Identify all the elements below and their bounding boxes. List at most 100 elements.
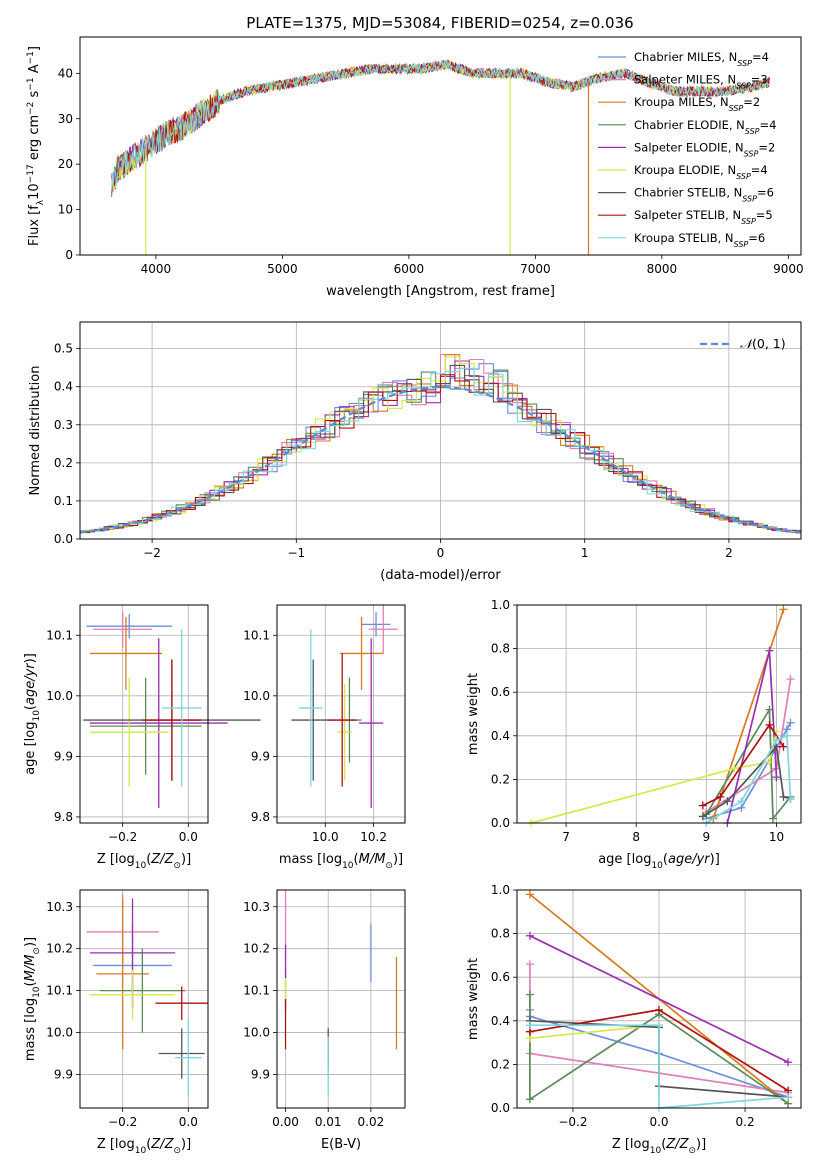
weight-series-line	[529, 935, 789, 1063]
x-tick-label: 7000	[520, 262, 551, 276]
y-axis-label: Normed distribution	[28, 366, 43, 496]
x-axis-label: Z [log10(Z/Z⊙)]	[97, 852, 191, 871]
mass_weight_vs_Z-axes: −0.2 0.0 0.2 0.0 0.2 0.4 0.6 0.8 1.0	[491, 883, 801, 1129]
mass_weight_vs_age-axes: 7 8 9 10 0.0 0.2 0.4 0.6 0.8 1.0	[491, 598, 801, 844]
x-tick-label: −0.2	[108, 1115, 137, 1129]
x-tick-label: −0.2	[558, 1115, 587, 1129]
axes-frame	[79, 36, 802, 256]
x-axis-label: (data-model)/error	[380, 568, 501, 583]
x-tick-label: 0.02	[358, 1115, 385, 1129]
y-tick-label: 10.0	[46, 1026, 73, 1040]
y-tick-label: 10.1	[46, 628, 73, 642]
x-axis-label: Z [log10(Z/Z⊙)]	[97, 1137, 191, 1156]
weight-marker	[765, 646, 774, 655]
age_vs_Z-points	[83, 611, 261, 808]
y-tick-label: 0.4	[491, 1014, 510, 1028]
x-tick-label: 8	[632, 830, 640, 844]
legend-label: Chabrier ELODIE, NSSP=4	[634, 118, 776, 136]
weight-marker	[525, 960, 534, 969]
histogram-series	[80, 364, 801, 534]
age_vs_mass-points	[291, 605, 398, 808]
y-tick-label: 0.5	[54, 342, 73, 356]
y-tick-label: 9.8	[54, 810, 73, 824]
y-tick-label: 10.2	[243, 942, 270, 956]
x-tick-label: 9	[703, 830, 711, 844]
histogram-series	[80, 374, 801, 535]
y-tick-label: 0.8	[491, 927, 510, 941]
y-tick-label: 9.8	[251, 810, 270, 824]
weight-marker	[768, 814, 777, 823]
x-tick-label: 0.0	[179, 1115, 198, 1129]
y-tick-label: 10.1	[46, 984, 73, 998]
y-tick-label: 10.0	[243, 1026, 270, 1040]
legend-label: Kroupa ELODIE, NSSP=4	[634, 163, 768, 181]
y-axis-label: mass weight	[466, 673, 481, 755]
y-tick-label: 0.0	[491, 816, 510, 830]
weight-marker	[723, 797, 732, 806]
legend: Chabrier MILES, NSSP=4 Salpeter MILES, NS…	[598, 50, 776, 248]
weight-marker	[786, 675, 795, 684]
x-tick-label: 0.0	[649, 1115, 668, 1129]
weight-marker	[716, 792, 725, 801]
x-tick-label: 10	[769, 830, 784, 844]
x-axis-label: E(B-V)	[321, 1137, 361, 1152]
y-tick-label: 0.6	[491, 970, 510, 984]
weight-series-line	[706, 722, 792, 820]
weight-marker	[784, 1058, 793, 1067]
spectrum-lines	[111, 58, 770, 255]
weight-marker	[779, 742, 788, 751]
x-tick-label: −2	[143, 546, 161, 560]
weight-marker	[698, 812, 707, 821]
x-tick-label: 10.2	[360, 830, 387, 844]
y-tick-label: 10.0	[46, 689, 73, 703]
y-tick-label: 10.1	[243, 628, 270, 642]
y-tick-label: 10	[58, 203, 73, 217]
y-axis-label: mass weight	[466, 958, 481, 1040]
x-axis-label: wavelength [Angstrom, rest frame]	[326, 284, 555, 299]
y-tick-label: 40	[58, 66, 73, 80]
legend-label: Chabrier STELIB, NSSP=6	[634, 186, 774, 204]
x-tick-label: 5000	[267, 262, 298, 276]
x-axis-label: mass [log10(M/M⊙)]	[279, 852, 403, 871]
weight-series-line	[529, 1024, 789, 1109]
mass_vs_Z-axes: −0.2 0.0 9.9 10.0 10.1 10.2 10.3	[46, 890, 208, 1129]
x-tick-label: 6000	[394, 262, 425, 276]
mass_weight_vs_Z-lines	[525, 890, 793, 1112]
legend-label: 𝒩(0, 1)	[740, 336, 786, 351]
weight-marker	[525, 890, 534, 899]
weight-series-line	[530, 731, 778, 824]
y-tick-label: 0.0	[54, 532, 73, 546]
y-tick-label: 20	[58, 157, 73, 171]
weight-marker	[779, 605, 788, 614]
legend-label: Kroupa STELIB, NSSP=6	[634, 231, 765, 249]
axes-frame	[276, 889, 406, 1109]
y-tick-label: 9.9	[54, 1067, 73, 1081]
y-tick-label: 0.4	[54, 380, 73, 394]
mass_weight_vs_age-lines	[527, 605, 795, 827]
y-tick-label: 9.9	[251, 749, 270, 763]
y-axis-label: mass [log10(M/M⊙)]	[23, 937, 42, 1061]
histograms	[80, 353, 801, 535]
age_vs_Z-axes: −0.2 0.0 9.8 9.9 10.0 10.1	[46, 605, 208, 844]
x-tick-label: −0.2	[108, 830, 137, 844]
weight-marker	[784, 1093, 793, 1102]
y-tick-label: 0	[65, 248, 73, 262]
axes-frame	[79, 604, 209, 824]
weight-marker	[765, 757, 774, 766]
weight-marker	[525, 1095, 534, 1104]
y-tick-label: 0.8	[491, 642, 510, 656]
y-tick-label: 1.0	[491, 598, 510, 612]
x-tick-label: 0.0	[179, 830, 198, 844]
y-tick-label: 0.0	[491, 1101, 510, 1115]
x-tick-label: 4000	[141, 262, 172, 276]
weight-marker	[730, 764, 739, 773]
weight-series-line	[705, 706, 792, 821]
x-tick-label: 7	[562, 830, 570, 844]
y-tick-label: 9.9	[251, 1067, 270, 1081]
weight-marker	[737, 797, 746, 806]
weight-marker	[772, 773, 781, 782]
weight-marker	[525, 931, 534, 940]
y-tick-label: 10.3	[46, 900, 73, 914]
legend-label: Salpeter STELIB, NSSP=5	[634, 208, 773, 226]
